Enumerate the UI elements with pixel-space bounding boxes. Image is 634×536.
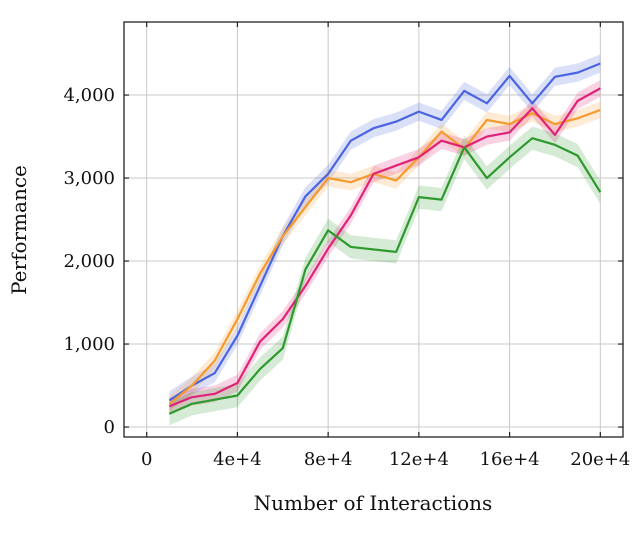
series-4-band xyxy=(169,126,601,426)
series-3-line xyxy=(168,87,601,408)
confidence-bands xyxy=(169,54,601,426)
y-tick-label: 3,000 xyxy=(63,168,115,189)
y-tick-label: 1,000 xyxy=(63,334,115,355)
x-tick-label: 4e+4 xyxy=(213,449,262,470)
x-tick-label: 12e+4 xyxy=(389,449,449,470)
y-tick-label: 0 xyxy=(104,417,115,438)
grid-layer xyxy=(124,22,623,437)
series-2-line xyxy=(168,108,601,405)
x-tick-label: 20e+4 xyxy=(570,449,630,470)
series-1-line xyxy=(168,62,601,402)
x-tick-label: 8e+4 xyxy=(304,449,353,470)
x-axis-title: Number of Interactions xyxy=(254,491,493,515)
x-tick-label: 16e+4 xyxy=(480,449,540,470)
y-axis-title: Performance xyxy=(7,165,31,295)
series-3-band xyxy=(169,80,601,415)
y-tick-label: 2,000 xyxy=(63,251,115,272)
axis-ticks: 0 4e+4 8e+4 12e+4 16e+4 20e+4 0 1,000 2,000 3,000… xyxy=(63,22,630,470)
x-tick-label: 0 xyxy=(141,449,152,470)
y-tick-label: 4,000 xyxy=(63,85,115,106)
series-4-line xyxy=(168,137,602,415)
series-lines xyxy=(168,62,602,415)
plot-frame xyxy=(123,21,624,438)
